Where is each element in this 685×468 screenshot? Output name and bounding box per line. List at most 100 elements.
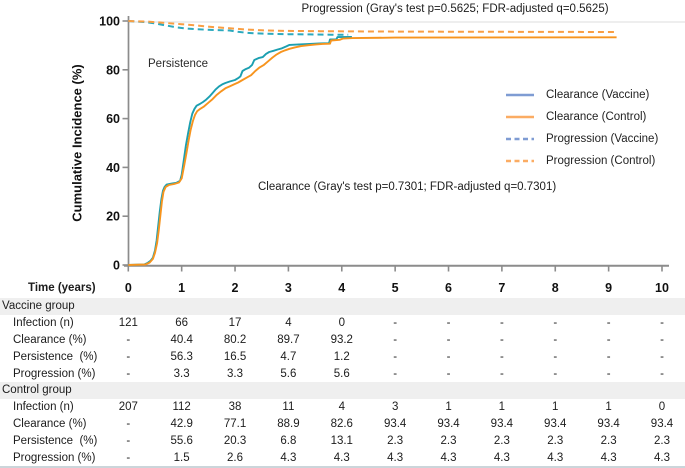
row-label: Infection (n) xyxy=(13,317,74,330)
table-cell: - xyxy=(499,367,504,380)
table-cell: - xyxy=(606,367,611,380)
progression-control-line xyxy=(128,20,617,33)
table-cell: 4 xyxy=(338,401,345,414)
x-tick-label: 8 xyxy=(551,281,559,295)
row-label: Progression (%) xyxy=(13,451,96,464)
table-cell: - xyxy=(126,434,131,447)
table-row: Infection (n) 207 112 38 11 4 3 1 1 1 1 0 xyxy=(0,399,685,416)
table-row: Persistence (%) - 56.3 16.5 4.7 1.2 - - - - - - xyxy=(0,348,685,365)
time-axis-row: Time (years) 0 1 2 3 4 5 6 7 8 9 10 xyxy=(0,278,685,298)
x-tick-label: 5 xyxy=(391,281,399,295)
table-cell: 3.3 xyxy=(227,367,244,380)
table-cell: 17 xyxy=(228,317,242,330)
table-cell: 4.3 xyxy=(440,451,457,464)
table-cell: - xyxy=(606,317,611,330)
legend-dashed-line-swatch xyxy=(506,159,534,163)
clearance-vaccine-line xyxy=(128,35,352,266)
y-tick-label: 100 xyxy=(99,15,120,29)
table-cell: 6.8 xyxy=(280,434,297,447)
legend-label: Progression (Vaccine) xyxy=(546,133,659,145)
persistence-label: Persistence xyxy=(148,58,209,70)
x-tick-label: 10 xyxy=(655,281,669,295)
table-row: Clearance (%) - 42.9 77.1 88.9 82.6 93.4 93.4 93… xyxy=(0,416,685,433)
table-cell: 2.3 xyxy=(654,434,670,447)
legend: Clearance (Vaccine) Clearance (Control) Pr… xyxy=(505,84,658,172)
table-cell: 93.4 xyxy=(544,417,567,430)
table-cell: 5.6 xyxy=(333,367,350,380)
x-axis-title: Time (years) xyxy=(28,282,96,294)
table-cell: 4.3 xyxy=(493,451,510,464)
table-cell: - xyxy=(446,333,451,346)
table-cell: 77.1 xyxy=(223,417,247,430)
legend-label: Clearance (Control) xyxy=(546,111,647,123)
table-cell: 93.4 xyxy=(650,417,674,430)
table-cell: - xyxy=(393,367,398,380)
table-cell: 93.2 xyxy=(330,333,353,346)
table-cell: 16.5 xyxy=(223,350,247,363)
table-cell: 38 xyxy=(228,401,242,414)
table-cell: 88.9 xyxy=(277,417,300,430)
legend-item: Clearance (Control) xyxy=(505,106,658,128)
table-cell: 4.3 xyxy=(387,451,404,464)
progression-vaccine-line xyxy=(128,20,349,36)
x-tick-label: 1 xyxy=(178,281,186,295)
table-cell: 2.3 xyxy=(387,434,404,447)
y-tick-label: 0 xyxy=(113,259,120,273)
table-cell: - xyxy=(553,367,558,380)
table-cell: - xyxy=(446,350,451,363)
table-cell: 4.3 xyxy=(547,451,564,464)
table-cell: 5.6 xyxy=(280,367,297,380)
table-cell: 55.6 xyxy=(170,434,193,447)
table-cell: 11 xyxy=(282,401,295,414)
table-cell: 82.6 xyxy=(330,417,353,430)
x-tick-label: 2 xyxy=(231,281,239,295)
row-label: Infection (n) xyxy=(13,401,74,414)
table-cell: 121 xyxy=(118,317,138,330)
legend-solid-line-swatch xyxy=(506,115,534,119)
table-cell: - xyxy=(393,317,398,330)
chart-svg: 0 20 40 60 80 100 xyxy=(99,15,685,273)
table-cell: - xyxy=(660,333,664,346)
clearance-control-line xyxy=(128,36,617,266)
x-tick-label: 4 xyxy=(338,281,346,295)
group-header-row: Control group xyxy=(0,381,685,399)
table-cell: 112 xyxy=(172,401,191,414)
table-cell: 3 xyxy=(391,401,399,414)
group-label: Vaccine group xyxy=(2,300,75,313)
table-cell: - xyxy=(126,451,131,464)
table-cell: - xyxy=(126,417,131,430)
table-cell: 2.3 xyxy=(600,434,617,447)
table-cell: 4.7 xyxy=(280,350,297,363)
legend-item: Progression (Vaccine) xyxy=(505,128,658,150)
table-cell: 1 xyxy=(605,401,612,414)
table-row: Clearance (%) - 40.4 80.2 89.7 93.2 - - - - - - xyxy=(0,332,685,349)
legend-solid-line-swatch xyxy=(506,93,534,97)
table-cell: - xyxy=(126,350,131,363)
legend-item: Progression (Control) xyxy=(505,150,658,172)
legend-dashed-line-swatch xyxy=(506,137,534,141)
table-cell: 2.3 xyxy=(493,434,510,447)
table-cell: 4.3 xyxy=(333,451,350,464)
table-cell: - xyxy=(553,350,558,363)
table-cell: - xyxy=(393,350,398,363)
x-tick-label: 6 xyxy=(445,281,452,295)
table-cell: 93.4 xyxy=(490,417,514,430)
row-label: Clearance (%) xyxy=(13,417,87,430)
data-table: Vaccine group Infection (n) 121 66 17 4 0 - - - - -… xyxy=(0,298,685,468)
table-cell: 1.2 xyxy=(333,350,350,363)
table-cell: - xyxy=(126,333,131,346)
table-cell: 80.2 xyxy=(223,333,247,346)
table-cell: 0 xyxy=(338,317,345,330)
table-row: Infection (n) 121 66 17 4 0 - - - - - - xyxy=(0,315,685,332)
table-cell: - xyxy=(660,350,664,363)
table-cell: 2.3 xyxy=(440,434,457,447)
x-tick-label: 7 xyxy=(498,281,506,295)
table-cell: 4 xyxy=(285,317,292,330)
table-cell: - xyxy=(660,367,664,380)
clearance-stats-annotation: Clearance (Gray's test p=0.7301; FDR-adj… xyxy=(258,181,557,193)
y-tick-label: 60 xyxy=(106,112,120,126)
legend-label: Progression (Control) xyxy=(546,155,656,167)
table-cell: 89.7 xyxy=(277,333,300,346)
x-tick-label: 3 xyxy=(284,281,292,295)
table-cell: - xyxy=(553,317,558,330)
